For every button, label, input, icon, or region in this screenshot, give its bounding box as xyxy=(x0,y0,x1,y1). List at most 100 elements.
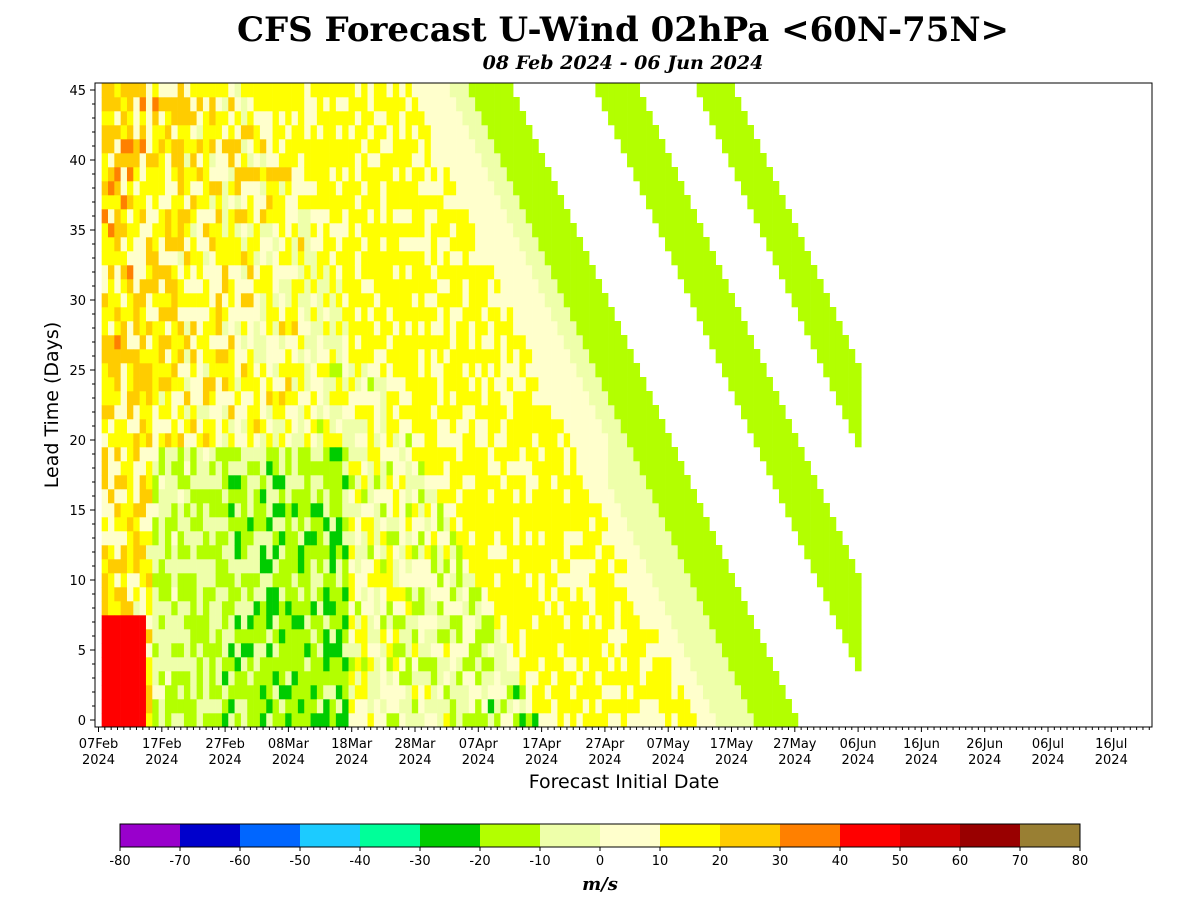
heatmap-cell xyxy=(139,237,147,252)
heatmap-cell xyxy=(500,433,508,448)
heatmap-cell xyxy=(183,349,191,364)
heatmap-cell xyxy=(171,153,178,168)
heatmap-cell xyxy=(462,475,470,490)
heatmap-cell xyxy=(468,111,476,126)
heatmap-cell xyxy=(741,685,748,700)
heatmap-cell xyxy=(139,209,147,224)
heatmap-cell xyxy=(456,195,463,210)
heatmap-cell xyxy=(335,643,343,658)
heatmap-cell xyxy=(228,587,235,602)
heatmap-cell xyxy=(240,363,248,378)
heatmap-cell xyxy=(367,699,375,714)
heatmap-cell xyxy=(437,587,444,602)
heatmap-cell xyxy=(753,153,761,168)
heatmap-cell xyxy=(348,629,356,644)
heatmap-cell xyxy=(108,475,115,490)
heatmap-cell xyxy=(323,391,330,406)
heatmap-cell xyxy=(411,447,419,462)
heatmap-cell xyxy=(519,125,527,140)
heatmap-cell xyxy=(114,419,121,434)
heatmap-cell xyxy=(190,461,197,476)
heatmap-cell xyxy=(753,685,761,700)
x-tick-label: 07May xyxy=(646,737,690,752)
heatmap-cell xyxy=(582,461,590,476)
heatmap-cell xyxy=(627,685,634,700)
heatmap-cell xyxy=(437,489,444,504)
heatmap-cell xyxy=(418,405,425,420)
heatmap-cell xyxy=(690,629,697,644)
heatmap-cell xyxy=(494,237,501,252)
heatmap-cell xyxy=(253,223,261,238)
heatmap-cell xyxy=(335,139,343,154)
heatmap-cell xyxy=(456,475,463,490)
heatmap-cell xyxy=(108,531,115,546)
heatmap-cell xyxy=(443,587,451,602)
heatmap-cell xyxy=(627,503,634,518)
heatmap-cell xyxy=(671,657,678,672)
heatmap-cell xyxy=(405,545,413,560)
heatmap-cell xyxy=(652,125,660,140)
heatmap-cell xyxy=(215,447,223,462)
heatmap-cell xyxy=(411,111,419,126)
heatmap-cell xyxy=(437,209,444,224)
heatmap-cell xyxy=(354,503,362,518)
heatmap-cell xyxy=(158,503,166,518)
heatmap-cell xyxy=(297,181,305,196)
heatmap-cell xyxy=(475,97,482,112)
heatmap-cell xyxy=(570,559,577,574)
heatmap-cell xyxy=(259,279,267,294)
heatmap-cell xyxy=(145,167,153,182)
heatmap-cell xyxy=(158,447,166,462)
heatmap-cell xyxy=(696,307,704,322)
heatmap-cell xyxy=(728,349,735,364)
heatmap-cell xyxy=(373,321,381,336)
heatmap-cell xyxy=(392,279,400,294)
heatmap-cell xyxy=(101,139,109,154)
heatmap-cell xyxy=(291,251,299,266)
heatmap-cell xyxy=(221,83,229,98)
heatmap-cell xyxy=(152,517,159,532)
heatmap-cell xyxy=(228,447,235,462)
heatmap-cell xyxy=(728,643,735,658)
heatmap-cell xyxy=(171,321,178,336)
heatmap-cell xyxy=(171,125,178,140)
heatmap-cell xyxy=(310,293,318,308)
heatmap-cell xyxy=(728,307,735,322)
heatmap-cell xyxy=(620,671,628,686)
heatmap-cell xyxy=(209,265,216,280)
heatmap-cell xyxy=(418,657,425,672)
heatmap-cell xyxy=(133,223,140,238)
heatmap-cell xyxy=(633,447,641,462)
heatmap-cell xyxy=(804,279,811,294)
heatmap-cell xyxy=(190,139,197,154)
heatmap-cell xyxy=(589,671,596,686)
heatmap-cell xyxy=(228,671,235,686)
heatmap-cell xyxy=(297,391,305,406)
heatmap-cell xyxy=(741,167,748,182)
heatmap-cell xyxy=(772,433,780,448)
heatmap-cell xyxy=(576,545,584,560)
heatmap-cell xyxy=(297,587,305,602)
heatmap-cell xyxy=(525,153,533,168)
heatmap-cell xyxy=(513,97,520,112)
heatmap-cell xyxy=(557,349,565,364)
heatmap-cell xyxy=(291,321,299,336)
heatmap-cell xyxy=(430,265,438,280)
heatmap-cell xyxy=(399,475,406,490)
heatmap-cell xyxy=(481,307,489,322)
heatmap-cell xyxy=(196,237,204,252)
heatmap-cell xyxy=(310,419,318,434)
heatmap-cell xyxy=(183,559,191,574)
heatmap-cell xyxy=(386,615,394,630)
heatmap-cell xyxy=(310,601,318,616)
heatmap-cell xyxy=(848,419,856,434)
heatmap-cell xyxy=(196,279,204,294)
heatmap-cell xyxy=(171,209,178,224)
heatmap-cell xyxy=(525,517,533,532)
colorbar-segment xyxy=(780,824,841,847)
heatmap-cell xyxy=(734,643,742,658)
heatmap-cell xyxy=(532,657,539,672)
heatmap-cell xyxy=(703,293,710,308)
heatmap-cell xyxy=(684,237,691,252)
heatmap-cell xyxy=(810,489,818,504)
